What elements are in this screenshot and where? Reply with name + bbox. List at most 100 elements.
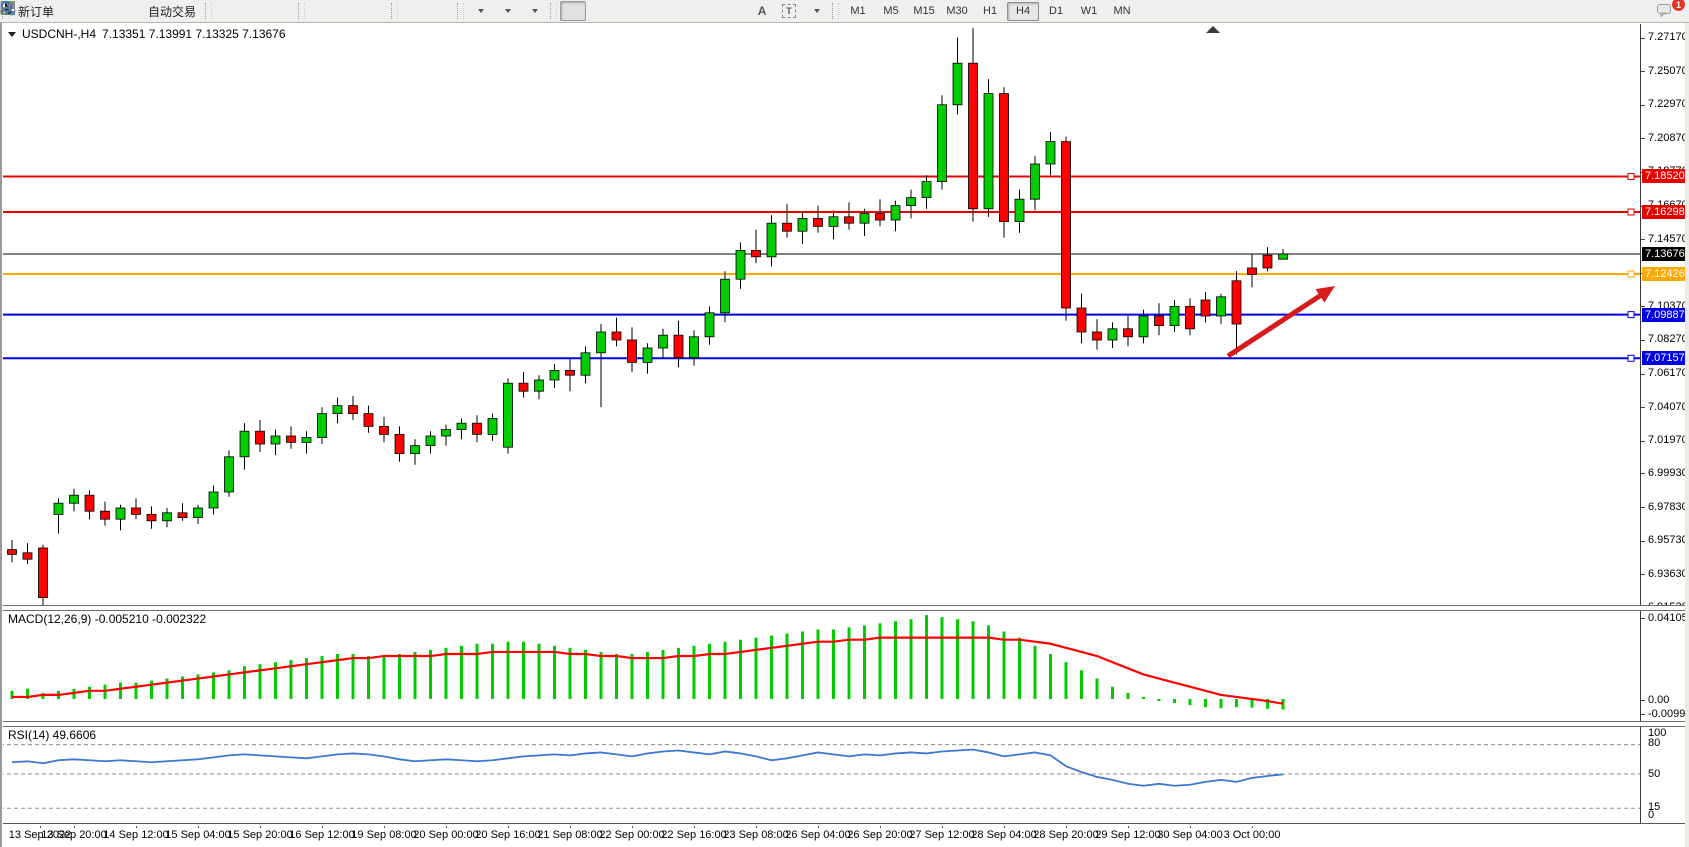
shapes-tool-button[interactable] [2, 1, 829, 21]
candle-body [1138, 315, 1149, 338]
equidistant-channel-tool-button[interactable] [0, 1, 721, 21]
date-axis[interactable]: 13 Sep 2022 13 Sep 20:00 14 Sep 12:00 15 Se… [0, 825, 1689, 847]
horizontal-line-tool-button[interactable] [2, 1, 667, 21]
main-toolbar: 新订单 [0, 0, 1689, 23]
price-tick-mark [1641, 37, 1645, 39]
candlestick-chart[interactable] [0, 24, 1640, 605]
candle-body [22, 552, 33, 560]
candle-body [379, 425, 389, 435]
macd-histogram-bar [351, 653, 355, 699]
navigator-button[interactable] [1, 1, 141, 21]
vertical-line-tool-button[interactable] [7, 1, 640, 21]
timeframe-m1-button[interactable]: M1 [850, 5, 866, 17]
auto-scroll-button[interactable] [1, 1, 427, 21]
market-watch-button[interactable] [0, 1, 87, 21]
label-tool-button[interactable]: T [776, 1, 802, 21]
shapes-dropdown-caret[interactable] [814, 9, 821, 13]
macd-chart[interactable] [0, 609, 1640, 721]
candle-body [332, 405, 343, 415]
date-label: 22 Sep 00:00 [599, 829, 665, 841]
indicators-button[interactable] [2, 1, 493, 21]
chart-title-dropdown-icon[interactable] [8, 31, 16, 37]
macd-histogram-bar [305, 658, 308, 699]
chart-shift-button[interactable] [1, 1, 454, 21]
pane-divider[interactable] [0, 721, 1689, 727]
date-tick-mark [632, 825, 633, 828]
candle-body [503, 382, 513, 448]
bar-chart-mode-button[interactable] [1, 1, 241, 21]
macd-histogram-bar [196, 674, 200, 699]
label-tool-icon: T [782, 4, 797, 18]
candle-body [84, 494, 95, 512]
tile-windows-button[interactable] [1, 1, 388, 21]
search-button[interactable] [1, 1, 1649, 21]
macd-histogram-bar [1250, 699, 1254, 708]
candle-body [1076, 307, 1087, 333]
timeframe-h1-button[interactable]: H1 [983, 5, 998, 17]
macd-histogram-bar [1281, 699, 1285, 710]
macd-histogram-bar [1064, 662, 1068, 699]
trendline-tool-button[interactable] [1, 1, 694, 21]
candle-body [255, 430, 265, 445]
zoom-out-button[interactable] [1, 1, 361, 21]
date-label: 26 Sep 20:00 [847, 829, 913, 841]
templates-button[interactable] [1, 1, 547, 21]
price-tick-label: 6.93630 [1648, 567, 1688, 580]
pane-divider[interactable] [0, 605, 1689, 611]
zoom-in-button[interactable] [1, 1, 334, 21]
periods-button[interactable] [1, 1, 520, 21]
timeframe-m15-button[interactable]: M15 [913, 5, 935, 17]
templates-dropdown-caret[interactable] [532, 9, 539, 13]
timeframe-h4-button[interactable]: H4 [1007, 1, 1040, 21]
candle-body [782, 222, 792, 232]
macd-histogram-bar [801, 631, 804, 699]
timeframe-m30-button[interactable]: M30 [946, 5, 968, 17]
candle-body [565, 369, 575, 376]
fibonacci-tool-button[interactable] [2, 1, 748, 21]
indicators-dropdown-caret[interactable] [478, 9, 485, 13]
date-tick-mark [1190, 825, 1191, 828]
rsi-chart[interactable] [0, 725, 1640, 823]
timeframe-mn-button[interactable]: MN [1113, 5, 1131, 17]
price-axis[interactable]: 7.271707.250707.229707.208707.187707.166… [1640, 24, 1689, 823]
trend-arrow-line[interactable] [1226, 291, 1325, 359]
price-chart-pane[interactable] [0, 24, 1640, 605]
hline-handle[interactable] [1627, 270, 1635, 278]
candle-body [1061, 141, 1071, 309]
data-window-button[interactable] [1, 1, 114, 21]
hline-handle[interactable] [1627, 311, 1635, 319]
notifications-button[interactable]: 1 [1655, 0, 1686, 21]
autotrading-button[interactable]: 自动交易 [1, 1, 202, 21]
date-label: 27 Sep 12:00 [909, 829, 975, 841]
chart-shift-marker[interactable] [1206, 26, 1220, 33]
rsi-pane[interactable] [0, 725, 1640, 823]
line-chart-mode-button[interactable] [0, 1, 295, 21]
timeframe-m5-button[interactable]: M5 [883, 5, 899, 17]
candle-body [906, 197, 916, 207]
candlestick-mode-button[interactable] [2, 1, 268, 21]
trend-arrow-head[interactable] [1315, 286, 1335, 303]
timeframe-d1-button[interactable]: D1 [1049, 5, 1064, 17]
macd-histogram-bar [770, 635, 773, 699]
price-tick-label: 7.08270 [1648, 333, 1688, 346]
date-tick-mark [756, 825, 757, 828]
text-tool-button[interactable]: A [749, 1, 775, 21]
macd-histogram-bar [258, 664, 262, 699]
timeframe-w1-button[interactable]: W1 [1080, 5, 1098, 17]
hline-handle[interactable] [1627, 208, 1635, 216]
crosshair-tool-button[interactable] [2, 1, 613, 21]
chart-ohlc-values: 7.13351 7.13991 7.13325 7.13676 [102, 27, 286, 41]
new-order-button[interactable]: 新订单 [0, 1, 60, 21]
macd-pane[interactable] [0, 609, 1640, 721]
macd-histogram-bar [894, 621, 897, 699]
macd-histogram-bar [847, 627, 851, 699]
price-label-7.07157: 7.07157 [1642, 351, 1685, 366]
hline-handle[interactable] [1627, 354, 1635, 362]
hline-handle[interactable] [1627, 172, 1635, 180]
periods-dropdown-caret[interactable] [505, 9, 512, 13]
macd-histogram-bar [878, 623, 882, 699]
macd-histogram-bar [1111, 686, 1114, 699]
cursor-tool-button[interactable] [5, 1, 587, 21]
toolbar-separator [298, 3, 306, 19]
